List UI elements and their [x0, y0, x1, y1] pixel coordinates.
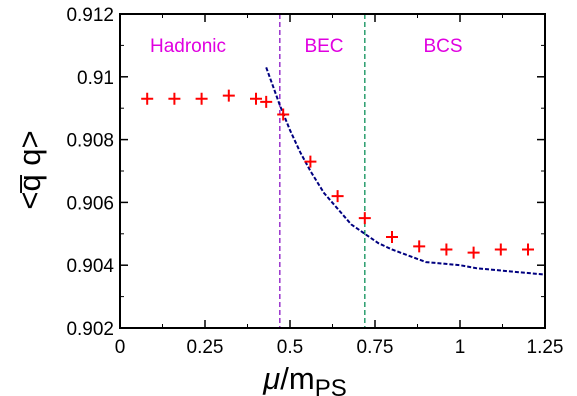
x-axis-label-sub: PS [315, 375, 347, 396]
fit-curve-group [265, 67, 546, 276]
y-tick-label: 0.902 [66, 319, 114, 340]
data-point [522, 243, 534, 256]
data-point [494, 243, 507, 256]
data-point [304, 155, 317, 168]
data-point [168, 92, 181, 105]
data-point [141, 92, 154, 105]
y-axis-label: <q̅ q> [12, 130, 47, 209]
x-tick-label: 0.25 [187, 337, 224, 358]
fit-curve [265, 67, 546, 276]
data-point [222, 89, 235, 102]
y-tick-label: 0.912 [66, 5, 114, 26]
x-tick-label: 0 [115, 337, 126, 358]
y-tick-label: 0.908 [66, 131, 114, 152]
data-points [141, 89, 534, 259]
data-point [386, 230, 398, 243]
data-point [250, 92, 262, 105]
x-axis-label-rest: /m [280, 361, 314, 396]
y-tick-label: 0.906 [66, 193, 114, 214]
x-axis-label-mu: μ [262, 361, 280, 396]
x-tick-label: 0.75 [357, 337, 394, 358]
data-point [467, 246, 480, 259]
x-tick-label: 1.25 [527, 337, 564, 358]
region-label-bec: BEC [304, 36, 343, 57]
y-tick-label: 0.904 [66, 256, 114, 277]
x-axis-label: μ/mPS [262, 361, 346, 396]
x-axis-ticks: 0 0.25 0.5 0.75 1 1.25 [115, 14, 564, 358]
phase-boundary-lines [279, 14, 366, 328]
data-point [358, 212, 371, 225]
data-point [413, 240, 426, 253]
y-tick-label: 0.91 [77, 68, 114, 89]
data-point [195, 92, 208, 105]
region-label-hadronic: Hadronic [150, 36, 226, 57]
data-point [260, 95, 273, 108]
data-point [440, 243, 453, 256]
region-labels: Hadronic BEC BCS [150, 36, 463, 57]
plot-frame [119, 13, 546, 329]
region-label-bcs: BCS [423, 36, 462, 57]
y-axis-ticks: 0.902 0.904 0.906 0.908 0.91 0.912 [66, 5, 545, 340]
x-tick-label: 1 [455, 337, 466, 358]
x-tick-label: 0.5 [277, 337, 303, 358]
data-point [331, 190, 344, 203]
data-point [277, 108, 290, 121]
